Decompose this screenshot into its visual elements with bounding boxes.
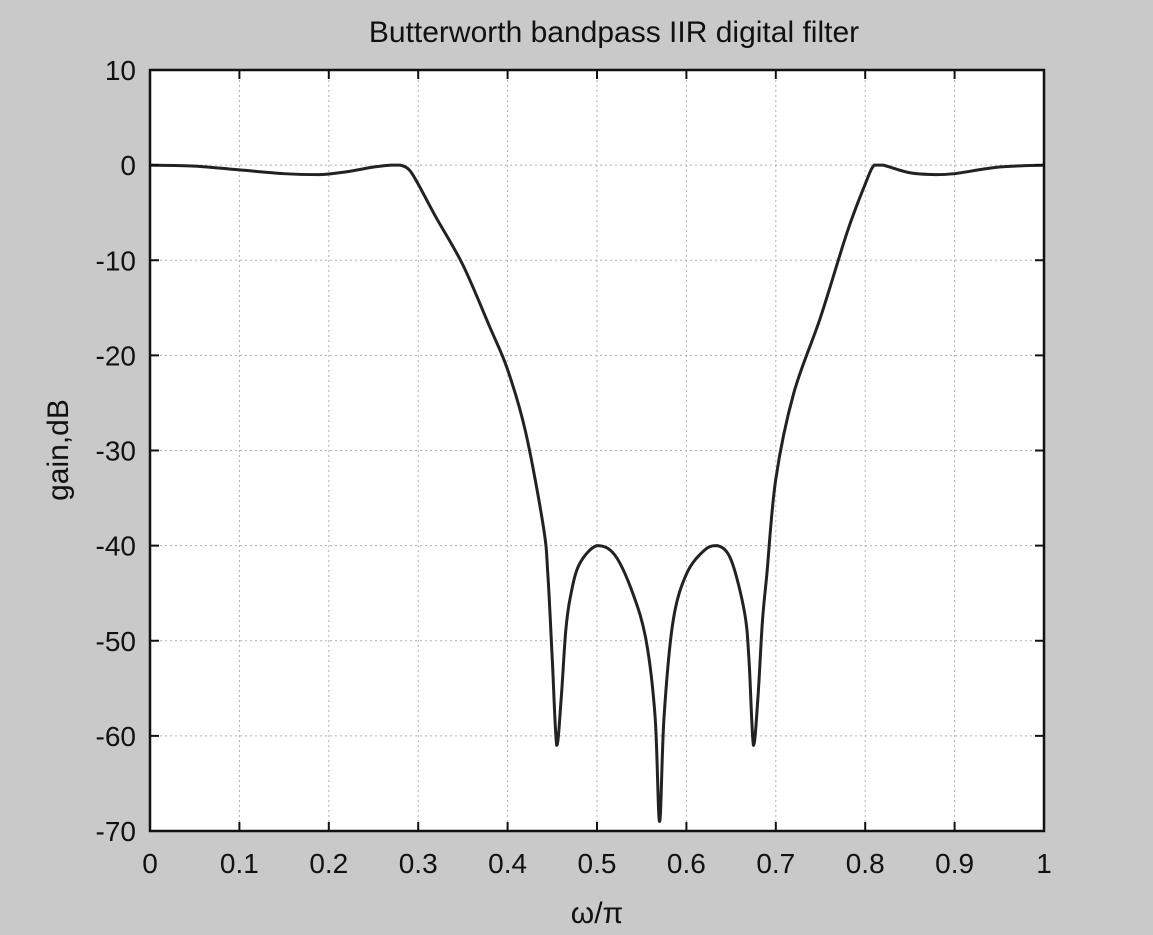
y-tick-label: -30 — [96, 436, 136, 467]
y-axis-label: gain,dB — [42, 399, 75, 501]
x-tick-label: 0.9 — [935, 848, 974, 879]
x-tick-label: 0.2 — [309, 848, 348, 879]
chart-title: Butterworth bandpass IIR digital filter — [369, 16, 859, 49]
y-tick-label: 10 — [105, 55, 136, 86]
y-tick-label: -20 — [96, 340, 136, 371]
y-tick-label: 0 — [120, 150, 136, 181]
x-tick-label: 0.4 — [488, 848, 527, 879]
x-tick-label: 0 — [142, 848, 158, 879]
x-axis-label: ω/π — [571, 897, 623, 930]
x-tick-label: 0.5 — [578, 848, 617, 879]
y-tick-label: -40 — [96, 531, 136, 562]
x-axis-tick-labels: 0 0.1 0.2 0.3 0.4 0.5 0.6 0.7 0.8 0.9 1 — [142, 848, 1052, 879]
y-tick-label: -60 — [96, 721, 136, 752]
x-tick-label: 0.8 — [846, 848, 885, 879]
x-tick-label: 1 — [1036, 848, 1052, 879]
y-tick-label: -10 — [96, 245, 136, 276]
y-tick-label: -50 — [96, 626, 136, 657]
x-tick-label: 0.6 — [667, 848, 706, 879]
grid — [150, 70, 1044, 831]
x-tick-label: 0.1 — [220, 848, 259, 879]
x-tick-label: 0.3 — [399, 848, 438, 879]
y-axis-tick-labels: 10 0 -10 -20 -30 -40 -50 -60 -70 — [96, 55, 136, 847]
x-tick-label: 0.7 — [756, 848, 795, 879]
tick-marks — [149, 69, 1045, 832]
y-tick-label: -70 — [96, 816, 136, 847]
gain-curve-series-1 — [149, 163, 1045, 823]
